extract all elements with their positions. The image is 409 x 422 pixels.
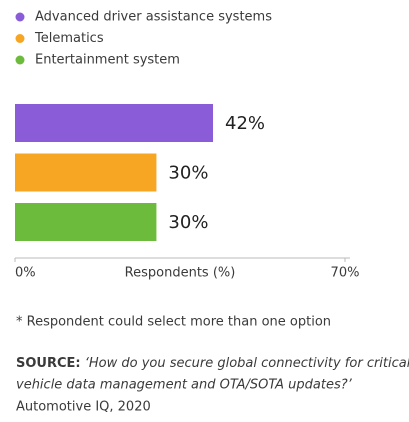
- legend-marker: [15, 34, 25, 43]
- bar: [15, 203, 157, 241]
- source-citation: Automotive IQ, 2020: [16, 400, 151, 415]
- legend-label: Telematics: [34, 31, 104, 46]
- source: SOURCE: ‘How do you secure global connec…: [16, 356, 409, 371]
- x-axis-title: Respondents (%): [125, 266, 236, 281]
- value-label: 42%: [225, 113, 265, 134]
- x-tick-label: 0%: [15, 266, 36, 281]
- bar: [15, 104, 213, 142]
- footnote: * Respondent could select more than one …: [16, 315, 331, 330]
- source-quote: ‘How do you secure global connectivity f…: [85, 356, 409, 371]
- legend-marker: [15, 12, 25, 22]
- x-tick-label: 70%: [331, 266, 360, 281]
- value-label: 30%: [168, 212, 208, 233]
- bar: [15, 153, 157, 192]
- legend-label: Entertainment system: [35, 53, 180, 68]
- value-label: 30%: [168, 163, 208, 184]
- legend-marker: [15, 55, 25, 65]
- legend-label: Advanced driver assistance systems: [35, 10, 272, 25]
- source-quote: vehicle data management and OTA/SOTA upd…: [16, 378, 353, 393]
- source-label: SOURCE:: [16, 356, 81, 371]
